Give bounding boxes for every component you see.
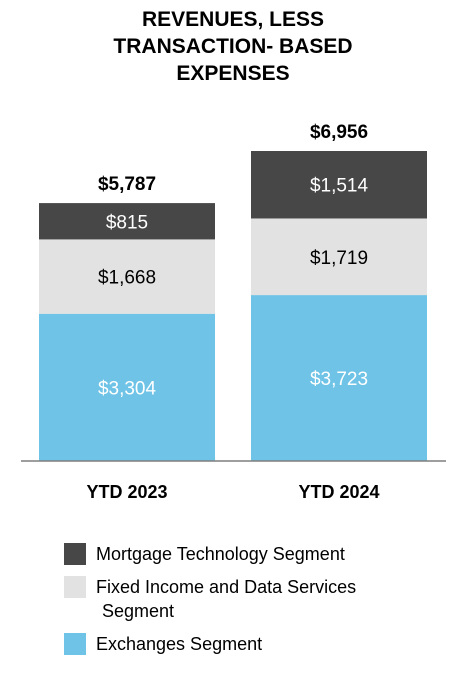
data-label-ytd-2023-mortgage-technology-segment: $815 [106,212,148,233]
legend-swatch-mortgage-technology [64,543,86,565]
bar-ytd-2024-mortgage-technology-segment [251,151,427,219]
chart-title-line-1: REVENUES, LESS [141,8,325,31]
legend-item-mortgage-technology: Mortgage Technology Segment [64,542,356,566]
bar-ytd-2024-exchanges-segment [251,295,427,461]
stacked-bar-chart: $3,304 $1,668 $815 $5,787 YTD 2023 $3,723 $1,7… [21,122,446,502]
chart-title-line-3: EXPENSES [176,62,290,85]
legend-label-exchanges: Exchanges Segment [96,634,263,654]
category-label-ytd-2024: YTD 2024 [298,482,379,502]
legend-item-exchanges: Exchanges Segment [64,632,356,656]
total-label-ytd-2023: $5,787 [98,174,156,195]
bar-ytd-2024-fixed-income-and-data-services-segment [251,218,427,296]
bar-ytd-2023-fixed-income-and-data-services-segment [39,239,215,314]
data-label-ytd-2023-fixed-income-and-data-services-segment: $1,668 [98,268,156,289]
legend-swatch-exchanges [64,633,86,655]
legend-label-mortgage-technology: Mortgage Technology Segment [96,544,345,564]
data-label-ytd-2023-exchanges-segment: $3,304 [98,378,157,399]
legend-swatch-fixed-income [64,576,86,598]
chart-title-line-2: TRANSACTION- BASED [113,35,353,58]
total-label-ytd-2024: $6,956 [310,122,368,143]
legend: Mortgage Technology Segment Fixed Income… [64,542,356,665]
chart-title: REVENUES, LESS TRANSACTION- BASED EXPENS… [0,6,466,87]
data-label-ytd-2024-fixed-income-and-data-services-segment: $1,719 [310,248,368,269]
legend-item-fixed-income: Fixed Income and Data Services Segment [64,575,356,623]
data-label-ytd-2024-mortgage-technology-segment: $1,514 [310,176,369,197]
category-label-ytd-2023: YTD 2023 [86,482,167,502]
data-label-ytd-2024-exchanges-segment: $3,723 [310,369,368,390]
legend-label-fixed-income: Fixed Income and Data Services Segment [96,577,357,621]
bar-ytd-2023-mortgage-technology-segment [39,203,215,240]
bar-ytd-2023-exchanges-segment [39,313,215,461]
